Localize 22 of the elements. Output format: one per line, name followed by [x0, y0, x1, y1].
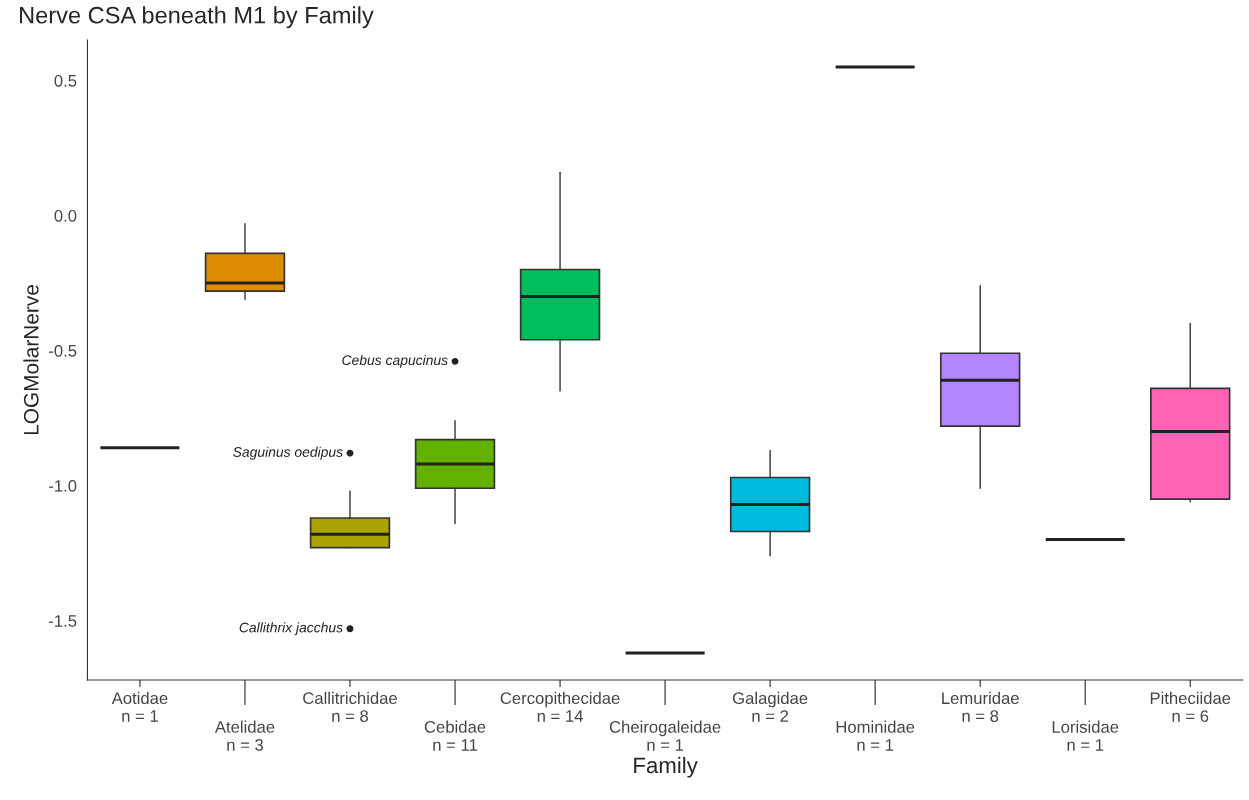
x-tick-label: Galagidae n = 2 [732, 691, 808, 722]
y-tick-label: 0.0 [54, 209, 77, 222]
x-tick-label: Pitheciidae n = 6 [1150, 691, 1231, 722]
x-tick-label: Hominidae n = 1 [836, 720, 915, 751]
y-tick-label: 0.5 [54, 74, 77, 87]
x-tick-label: Callitrichidae n = 8 [303, 691, 397, 722]
y-tick-label: -0.5 [49, 344, 77, 357]
annotation: Saguinus oedipus [233, 446, 343, 460]
chart-title: Nerve CSA beneath M1 by Family [20, 6, 374, 29]
x-axis-title: Family [634, 756, 698, 778]
y-tick-label: -1.0 [49, 479, 77, 492]
x-tick-label: Atelidae n = 3 [214, 720, 275, 751]
x-tick-label: Cheirogaleidae n = 1 [609, 720, 721, 751]
annotation: Callithrix jacchus [239, 622, 343, 636]
y-axis-title: LOGMolarNerve [23, 285, 39, 435]
y-tick-label: -1.5 [49, 615, 77, 627]
x-tick-label: Lemuridae n = 8 [942, 691, 1019, 722]
annotation: Cebus capucinus [342, 354, 448, 368]
x-tick-label: Aotidae n = 1 [111, 691, 168, 722]
x-tick-label: Cebidae n = 11 [424, 720, 486, 751]
x-tick-label: Lorisidae n = 1 [1052, 720, 1119, 751]
x-tick-label: Cercopithecidae n = 14 [500, 691, 620, 722]
